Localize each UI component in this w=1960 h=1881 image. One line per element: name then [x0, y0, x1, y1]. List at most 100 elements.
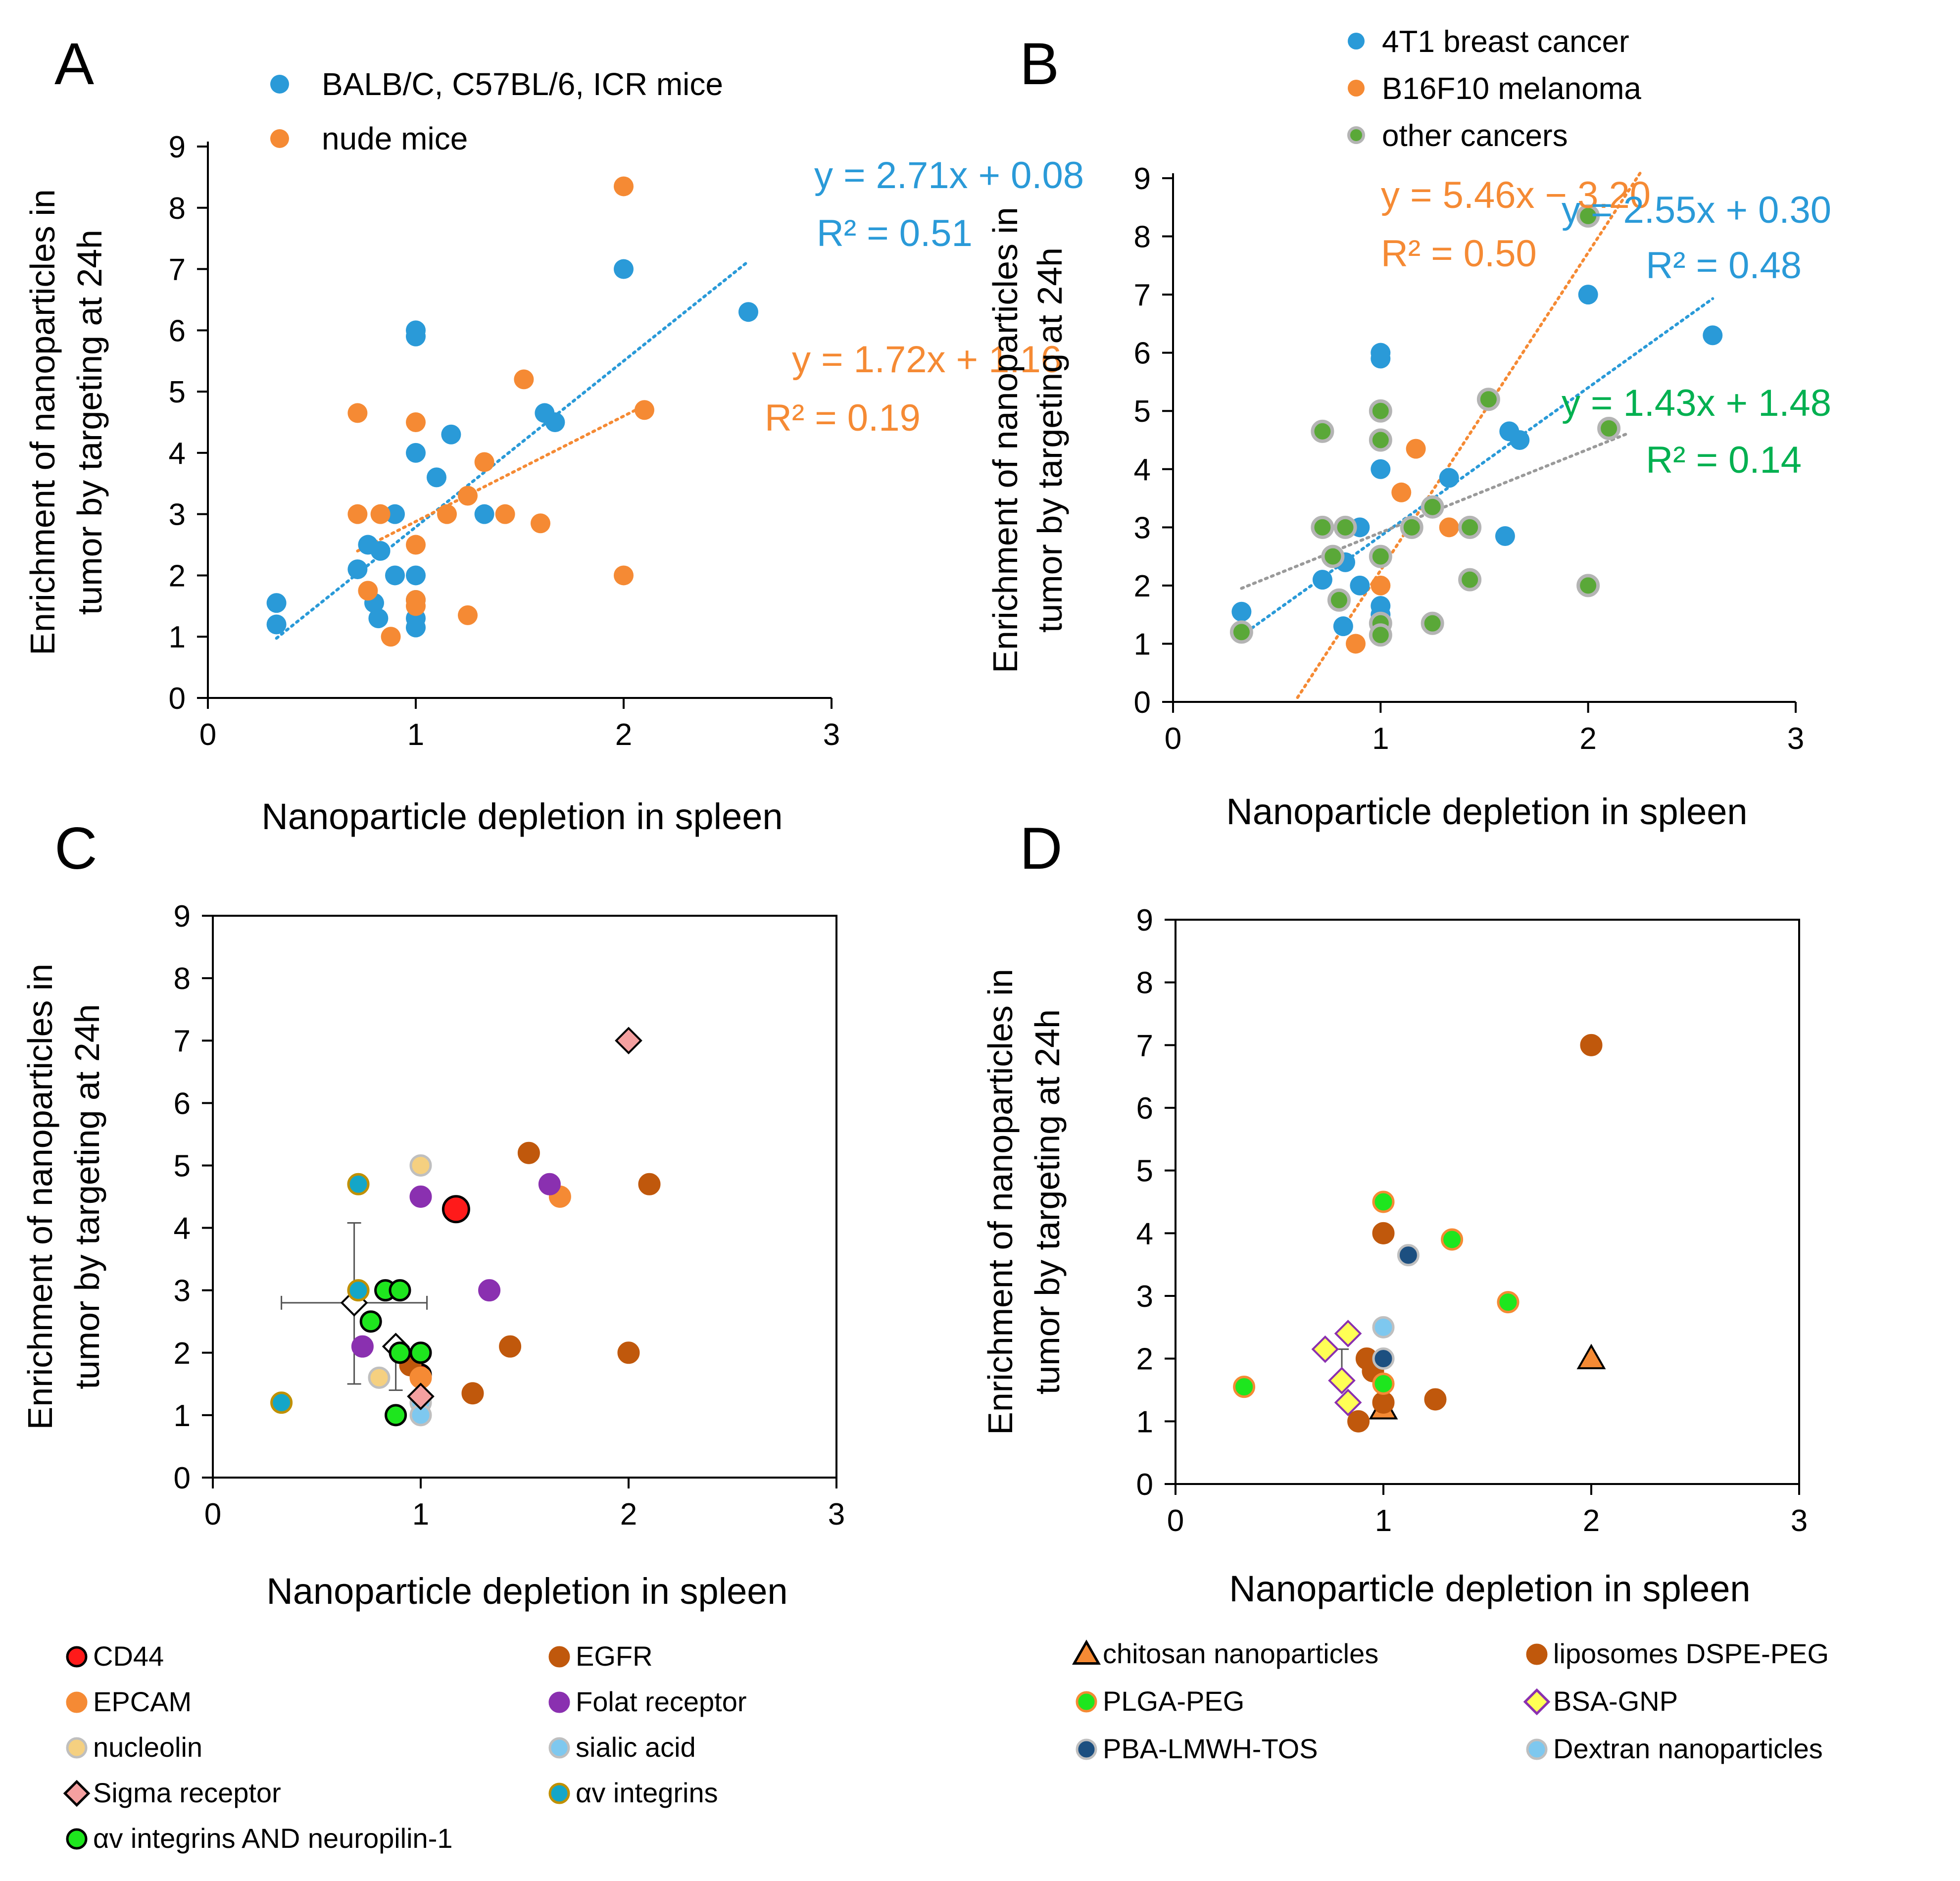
- trendline: [356, 404, 646, 553]
- data-point: [1576, 574, 1600, 597]
- data-point: [347, 1173, 370, 1195]
- data-point: [1580, 1034, 1603, 1056]
- data-point: [406, 443, 426, 463]
- data-point: [266, 593, 287, 613]
- panel-D: D 0 1 2 3 4 5 6 7 8 9 0 1 2 3 Nanoparticle depletion in…: [981, 815, 1829, 1764]
- y-axis-label: Enrichment of nanoparticles in: [23, 189, 62, 655]
- trendline-r2: R² = 0.48: [1646, 245, 1802, 287]
- y-tick-label: 1: [1134, 627, 1151, 661]
- y-tick-label: 4: [1134, 453, 1151, 487]
- x-tick-label: 2: [1583, 1504, 1600, 1538]
- x-tick-label: 1: [407, 718, 424, 752]
- y-tick-label: 0: [174, 1461, 191, 1495]
- panel-label: A: [54, 31, 94, 97]
- series-sigma-receptor: [407, 1027, 642, 1410]
- y-tick-label: 5: [1134, 395, 1151, 429]
- x-tick-label: 3: [1791, 1504, 1808, 1538]
- legend-marker: [63, 1780, 91, 1807]
- trendline-equation: y = 2.71x + 0.08: [814, 154, 1084, 197]
- data-point: [635, 400, 654, 420]
- legend: CD44 EGFR EPCAM Folat receptor nucleolin sial…: [63, 1640, 747, 1854]
- data-point: [351, 1335, 374, 1358]
- data-point: [406, 535, 426, 555]
- legend: chitosan nanoparticles liposomes DSPE-PEG…: [1072, 1638, 1829, 1764]
- x-tick-label: 0: [1165, 722, 1181, 756]
- data-point: [1372, 1222, 1395, 1244]
- data-point: [1576, 204, 1600, 228]
- data-point: [389, 1341, 411, 1364]
- data-point: [499, 1335, 522, 1358]
- data-point: [1334, 1388, 1362, 1417]
- data-point: [1333, 515, 1357, 539]
- data-point: [1334, 1320, 1362, 1347]
- data-point: [441, 1195, 470, 1224]
- data-point: [385, 565, 405, 586]
- x-tick-label: 2: [1579, 722, 1596, 756]
- data-point: [1439, 517, 1459, 538]
- x-tick-label: 0: [1167, 1504, 1184, 1538]
- data-point: [407, 1383, 435, 1410]
- data-point: [427, 467, 446, 488]
- data-point: [409, 1341, 432, 1364]
- series--v-integrins: [270, 1173, 370, 1414]
- legend-label: BSA-GNP: [1553, 1685, 1678, 1717]
- series-dextran-nanoparticles: [1372, 1316, 1395, 1338]
- data-point: [359, 1310, 382, 1333]
- legend-marker: [1348, 80, 1365, 97]
- legend-label: other cancers: [1382, 119, 1568, 153]
- legend-label: liposomes DSPE-PEG: [1553, 1638, 1829, 1669]
- data-point: [441, 424, 461, 445]
- legend-label: BALB/C, C57BL/6, ICR mice: [322, 66, 723, 102]
- data-point: [1369, 399, 1392, 423]
- data-point: [1397, 1244, 1420, 1267]
- legend-marker: [548, 1691, 570, 1713]
- legend-label: EPCAM: [93, 1686, 192, 1717]
- data-point: [1229, 620, 1253, 644]
- trendline-equation: y = 2.55x + 0.30: [1562, 189, 1831, 231]
- x-tick-label: 3: [828, 1497, 845, 1532]
- y-tick-label: 9: [1136, 903, 1153, 938]
- data-point: [1311, 515, 1334, 539]
- legend-label: αv integrins AND neuropilin-1: [93, 1823, 453, 1854]
- data-point: [1510, 430, 1530, 450]
- data-point: [406, 596, 426, 616]
- data-point: [614, 565, 634, 586]
- y-tick-label: 2: [174, 1336, 191, 1371]
- y-axis-label: tumor by targeting at 24h: [68, 1004, 106, 1389]
- data-point: [1421, 495, 1444, 519]
- data-point: [617, 1341, 640, 1364]
- y-tick-label: 0: [169, 682, 186, 716]
- y-tick-label: 2: [1134, 569, 1151, 603]
- x-tick-label: 3: [1787, 722, 1804, 756]
- y-tick-label: 6: [174, 1087, 191, 1121]
- trendline-r2: R² = 0.50: [1381, 233, 1537, 275]
- x-tick-label: 3: [823, 718, 840, 752]
- data-point: [1372, 1316, 1395, 1338]
- legend-marker: [66, 1828, 88, 1850]
- legend-label: Sigma receptor: [93, 1777, 281, 1808]
- data-point: [1576, 1343, 1606, 1370]
- trendline-equation: y = 1.43x + 1.48: [1562, 382, 1831, 424]
- data-point: [385, 1404, 407, 1427]
- data-point: [1333, 616, 1353, 637]
- panel-B: B 0 1 2 3 4 5 6 7 8 9 0 1 2 3 Nanoparticle depletion in…: [986, 25, 1831, 832]
- y-tick-label: 4: [169, 437, 186, 471]
- data-point: [389, 1279, 411, 1302]
- legend-label: EGFR: [576, 1640, 653, 1672]
- y-tick-label: 6: [169, 314, 186, 348]
- data-point: [638, 1173, 661, 1195]
- series-balb-c-c57bl-6-icr-mice: [266, 259, 758, 638]
- data-point: [406, 565, 426, 586]
- trendline: [275, 259, 750, 640]
- data-point: [1391, 482, 1412, 502]
- x-tick-label: 1: [412, 1497, 429, 1532]
- data-point: [1372, 1391, 1395, 1414]
- series-folat-receptor: [351, 1173, 561, 1358]
- data-point: [1346, 634, 1366, 654]
- y-tick-label: 8: [174, 962, 191, 996]
- legend-label: 4T1 breast cancer: [1382, 25, 1629, 59]
- legend-label: chitosan nanoparticles: [1103, 1638, 1378, 1669]
- x-tick-label: 1: [1375, 1504, 1392, 1538]
- legend-label: CD44: [93, 1640, 164, 1672]
- legend-label: PBA-LMWH-TOS: [1103, 1733, 1318, 1764]
